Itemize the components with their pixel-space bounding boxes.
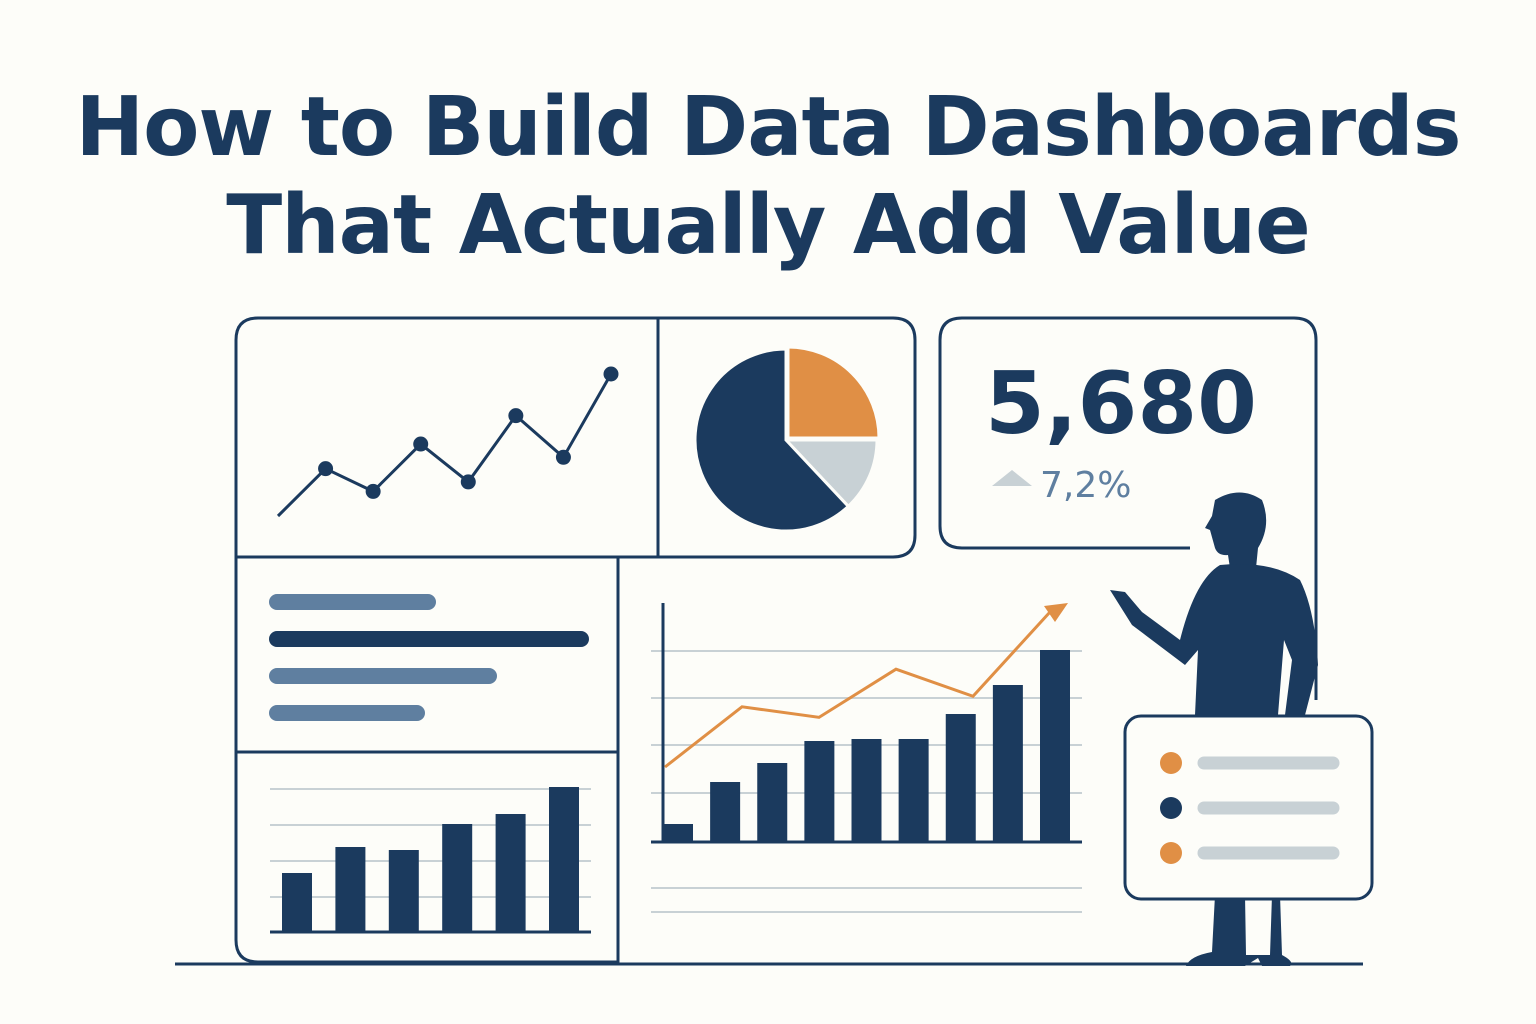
bar	[335, 847, 366, 932]
line-point	[555, 449, 571, 465]
line-point	[603, 366, 619, 382]
text-bars	[269, 594, 589, 721]
pie-slice	[782, 438, 879, 509]
line-chart	[276, 366, 619, 518]
pie-slice	[693, 347, 851, 533]
lower-left-frame	[234, 557, 620, 964]
pie-chart	[693, 345, 881, 533]
line-point	[365, 483, 381, 499]
bar	[663, 824, 693, 842]
bar	[1040, 650, 1070, 842]
legend-list	[1160, 752, 1340, 864]
bar	[442, 824, 473, 932]
person-figure	[1110, 492, 1318, 966]
bar	[898, 739, 929, 842]
line-point	[508, 408, 524, 424]
person-body	[1110, 564, 1318, 715]
small-bar-chart	[270, 787, 591, 934]
big-bar-chart	[651, 603, 1082, 913]
line-point	[413, 436, 429, 452]
bar	[388, 850, 419, 932]
bar	[495, 814, 526, 932]
bar	[851, 739, 882, 842]
title-line-2: That Actually Add Value	[226, 178, 1310, 273]
bar	[992, 685, 1023, 842]
kpi-card-frame	[938, 316, 1318, 700]
person-legs	[1186, 895, 1292, 966]
bar	[549, 787, 579, 932]
trend-line	[664, 610, 1052, 769]
person-head	[1205, 492, 1267, 568]
bar	[757, 763, 788, 842]
kpi-change: 7,2%	[1040, 465, 1131, 506]
line-point	[318, 461, 334, 477]
title-line-1: How to Build Data Dashboards	[75, 80, 1461, 175]
pie-slice	[786, 345, 881, 440]
bar	[282, 873, 312, 932]
line-point	[460, 474, 476, 490]
bar	[804, 741, 835, 842]
legend-dot	[1160, 842, 1182, 864]
bar	[710, 782, 741, 842]
arrow-head-icon	[1044, 603, 1068, 622]
triangle-up-icon	[992, 470, 1032, 486]
kpi-value: 5,680	[985, 354, 1257, 454]
bar	[945, 714, 976, 842]
legend-dot	[1160, 752, 1182, 774]
left-panel-frame	[234, 316, 917, 559]
line-series	[276, 373, 613, 518]
legend-dot	[1160, 797, 1182, 819]
